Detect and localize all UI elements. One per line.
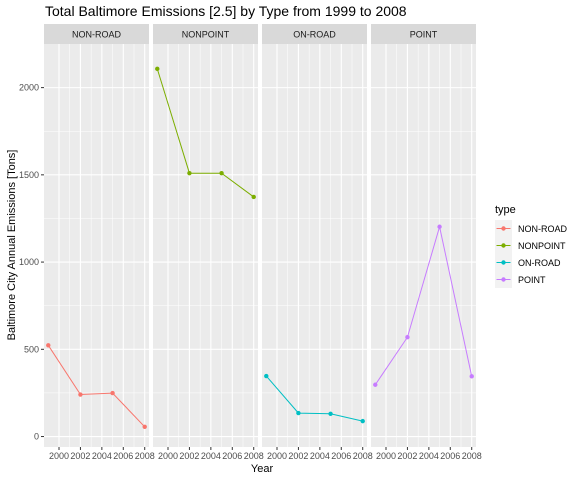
x-tick-label: 2000: [376, 451, 396, 461]
y-tick-label: 0: [34, 432, 39, 442]
facet-panel-non-road: NON-ROAD 2000 2002 2004 2006 2008: [44, 24, 155, 461]
data-point-point: [437, 224, 442, 229]
data-point-point: [405, 335, 410, 340]
y-tick-label: 500: [24, 344, 39, 354]
chart-title: Total Baltimore Emissions [2.5] by Type …: [45, 3, 407, 19]
data-point-on-road: [296, 410, 301, 416]
facet-strip: [44, 24, 149, 44]
panel-background: [262, 44, 367, 447]
x-tick-label: 2000: [49, 451, 69, 461]
data-point-point: [469, 374, 474, 379]
facet-panel-point: POINT 2000 2002 2004 2006 2008: [371, 24, 482, 461]
legend-title: type: [495, 204, 516, 216]
x-tick-label: 2006: [222, 451, 242, 461]
x-tick-label: 2006: [113, 451, 133, 461]
data-point-non-road: [142, 424, 147, 429]
x-axis-title: Year: [251, 463, 274, 475]
data-point-non-road: [78, 392, 83, 397]
x-tick-label: 2006: [440, 451, 460, 461]
y-axis: 0 500 1000 1500 2000: [19, 83, 44, 442]
data-point-nonpoint: [155, 66, 160, 72]
x-tick-label: 2008: [353, 451, 373, 461]
x-tick-label: 2000: [267, 451, 287, 461]
facet-strip-label: ON-ROAD: [293, 30, 336, 40]
data-point-non-road: [46, 343, 51, 348]
legend-key-point: [501, 243, 506, 248]
series-line-nonpoint: [156, 68, 255, 198]
y-tick-label: 1500: [19, 170, 39, 180]
panel-background: [371, 44, 476, 447]
legend-item-nonpoint: NONPOINT: [495, 237, 566, 254]
facet-panel-on-road: ON-ROAD 2000 2002 2004 2006 2008: [262, 24, 373, 461]
x-tick-label: 2008: [244, 451, 264, 461]
x-tick-label: 2002: [288, 451, 308, 461]
facet-strip-label: NONPOINT: [182, 30, 230, 40]
facet-strip-label: POINT: [410, 30, 438, 40]
panel-background: [44, 44, 149, 447]
legend-item-point: POINT: [495, 271, 546, 288]
legend-item-on-road: ON-ROAD: [495, 254, 561, 271]
x-tick-label: 2008: [135, 451, 155, 461]
x-tick-label: 2002: [179, 451, 199, 461]
x-tick-label: 2004: [310, 451, 330, 461]
facet-panel-nonpoint: NONPOINT 2000 2002 2004 2006 2008: [153, 24, 264, 461]
data-point-on-road: [264, 373, 269, 379]
legend-key-point: [501, 226, 506, 231]
x-tick-label: 2004: [92, 451, 112, 461]
data-point-non-road: [110, 390, 115, 396]
legend-key-point: [501, 277, 506, 282]
data-point-on-road: [328, 411, 333, 416]
series-line-point: [374, 226, 473, 386]
legend-item-non-road: NON-ROAD: [495, 220, 567, 237]
x-tick-label: 2004: [201, 451, 221, 461]
data-point-nonpoint: [251, 194, 256, 200]
legend-label: NON-ROAD: [518, 224, 567, 234]
series-line-on-road: [265, 375, 363, 422]
legend-key-point: [501, 260, 506, 265]
y-axis-title: Baltimore City Annual Emissions [Tons]: [6, 150, 18, 341]
data-point-on-road: [360, 418, 365, 424]
x-tick-label: 2004: [419, 451, 439, 461]
y-tick-label: 1000: [19, 257, 39, 267]
data-point-point: [373, 382, 378, 387]
x-tick-label: 2008: [462, 451, 482, 461]
facet-strip: [371, 24, 476, 44]
facet-strip: [262, 24, 367, 44]
x-tick-label: 2006: [331, 451, 351, 461]
data-point-nonpoint: [187, 170, 192, 176]
y-tick-label: 2000: [19, 83, 39, 93]
legend-label: NONPOINT: [518, 241, 566, 251]
facet-strip-label: NON-ROAD: [72, 30, 121, 40]
facet-strip: [153, 24, 258, 44]
x-tick-label: 2002: [70, 451, 90, 461]
data-point-nonpoint: [219, 170, 224, 176]
series-line-non-road: [47, 345, 146, 428]
legend: type NON-ROAD NONPOINT ON-ROAD POINT: [495, 204, 567, 288]
x-tick-label: 2002: [397, 451, 417, 461]
x-tick-label: 2000: [158, 451, 178, 461]
legend-label: ON-ROAD: [518, 258, 561, 268]
legend-label: POINT: [518, 275, 546, 285]
